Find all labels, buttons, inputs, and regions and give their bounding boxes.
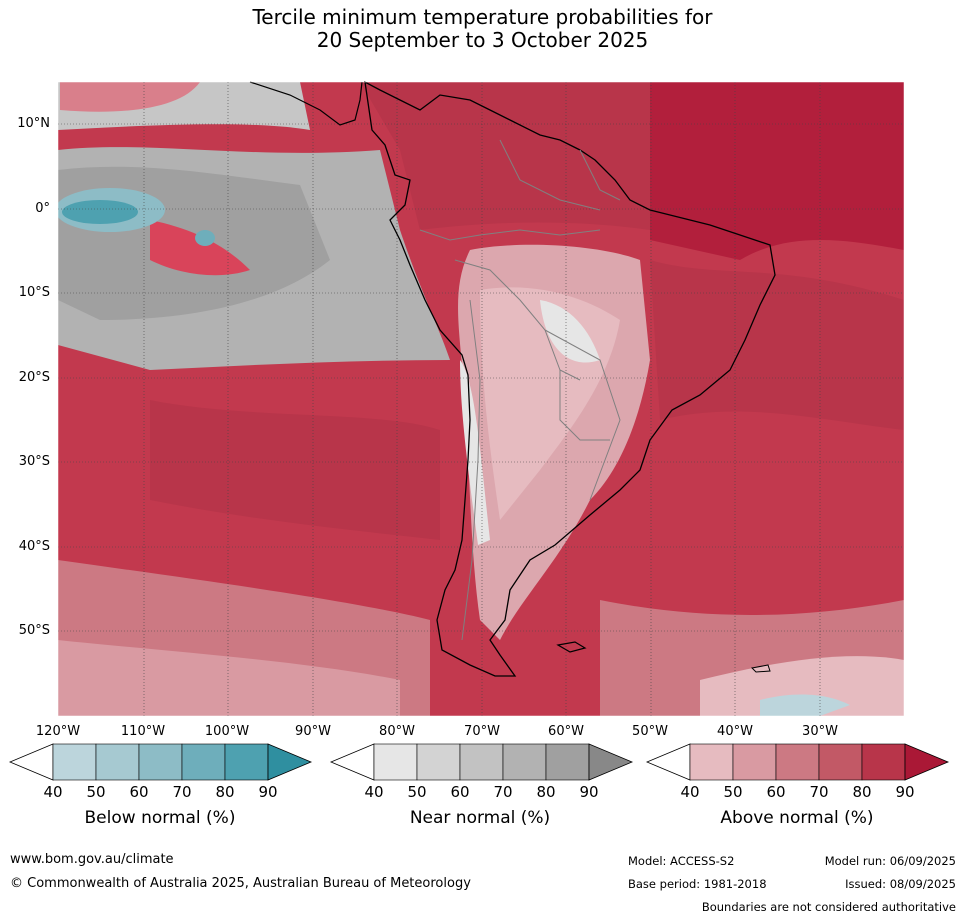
- colorbar-below-segment: [181, 743, 226, 781]
- lon-label-50w: 50°W: [632, 724, 668, 739]
- colorbar-above-segment: [732, 743, 777, 781]
- lat-label-10s: 10°S: [18, 285, 50, 300]
- colorbar-near-tick: 80: [536, 783, 556, 801]
- lon-label-100w: 100°W: [204, 724, 250, 739]
- country-borders: [419, 139, 621, 641]
- lat-label-0: 0°: [35, 201, 50, 216]
- colorbar-above-segment: [689, 743, 734, 781]
- colorbar-title-below: Below normal (%): [84, 808, 236, 828]
- map-title-line2: 20 September to 3 October 2025: [316, 28, 649, 52]
- colorbar-below-upper-extend: [267, 743, 313, 781]
- colorbar-above-tick: 90: [895, 783, 915, 801]
- colorbar-near-tick: 90: [579, 783, 599, 801]
- lat-label-20s: 20°S: [18, 370, 50, 385]
- central-america-coastline: [249, 81, 363, 126]
- map-title-line1: Tercile minimum temperature probabilitie…: [252, 5, 713, 29]
- colorbar-near-tick: 40: [364, 783, 384, 801]
- colorbar-below-tick: 70: [172, 783, 192, 801]
- lat-label-50s: 50°S: [18, 623, 50, 638]
- colorbar-above-tick: 70: [809, 783, 829, 801]
- colorbar-near-segment: [545, 743, 590, 781]
- colorbar-below-tick: 50: [86, 783, 106, 801]
- colorbar-below-lower-extend: [8, 743, 54, 781]
- lon-label-80w: 80°W: [379, 724, 415, 739]
- footer-copyright: © Commonwealth of Australia 2025, Austra…: [10, 876, 471, 891]
- colorbar-below-segment: [138, 743, 183, 781]
- lon-label-120w: 120°W: [35, 724, 81, 739]
- lon-label-60w: 60°W: [548, 724, 584, 739]
- lon-label-70w: 70°W: [464, 724, 500, 739]
- lat-label-40s: 40°S: [18, 539, 50, 554]
- colorbar-below-tick: 90: [258, 783, 278, 801]
- graticule: [58, 82, 904, 716]
- colorbar-near-tick: 60: [450, 783, 470, 801]
- colorbar-near-segment: [416, 743, 461, 781]
- colorbar-above-tick: 80: [852, 783, 872, 801]
- colorbar-above-tick: 40: [680, 783, 700, 801]
- footer-disclaimer: Boundaries are not considered authoritat…: [701, 900, 956, 914]
- colorbar-near-segment: [459, 743, 504, 781]
- colorbar-near-upper-extend: [588, 743, 634, 781]
- colorbar-title-above: Above normal (%): [720, 808, 874, 828]
- colorbar-near-tick: 70: [493, 783, 513, 801]
- lat-label-10n: 10°N: [17, 116, 50, 131]
- lon-label-40w: 40°W: [717, 724, 753, 739]
- colorbar-above-segment: [818, 743, 863, 781]
- colorbar-below-tick: 40: [43, 783, 63, 801]
- colorbar-above-segment: [861, 743, 906, 781]
- colorbar-near-tick: 50: [407, 783, 427, 801]
- lon-label-30w: 30°W: [802, 724, 838, 739]
- colorbar-below-segment: [52, 743, 97, 781]
- footer-model: Model: ACCESS-S2: [628, 854, 735, 868]
- colorbar-above-segment: [775, 743, 820, 781]
- footer-website: www.bom.gov.au/climate: [10, 852, 174, 867]
- colorbar-above-tick: 60: [766, 783, 786, 801]
- colorbar-below-segment: [95, 743, 140, 781]
- colorbar-near-lower-extend: [329, 743, 375, 781]
- footer-model-run: Model run: 06/09/2025: [824, 854, 956, 868]
- lon-label-90w: 90°W: [295, 724, 331, 739]
- colorbar-below-tick: 80: [215, 783, 235, 801]
- probability-field: [58, 82, 904, 716]
- south-america-coastline: [364, 80, 776, 677]
- lon-label-110w: 110°W: [120, 724, 166, 739]
- colorbars: [8, 743, 950, 781]
- colorbar-above-lower-extend: [645, 743, 691, 781]
- colorbar-below-segment: [224, 743, 269, 781]
- colorbar-near-segment: [373, 743, 418, 781]
- colorbar-title-near: Near normal (%): [409, 808, 551, 828]
- lat-label-30s: 30°S: [18, 454, 50, 469]
- falkland-islands: [556, 641, 587, 653]
- colorbar-above-upper-extend: [904, 743, 950, 781]
- south-georgia: [750, 664, 771, 673]
- colorbar-above-tick: 50: [723, 783, 743, 801]
- footer-issued: Issued: 08/09/2025: [845, 877, 956, 891]
- footer-base-period: Base period: 1981-2018: [628, 877, 767, 891]
- colorbar-below-tick: 60: [129, 783, 149, 801]
- colorbar-near-segment: [502, 743, 547, 781]
